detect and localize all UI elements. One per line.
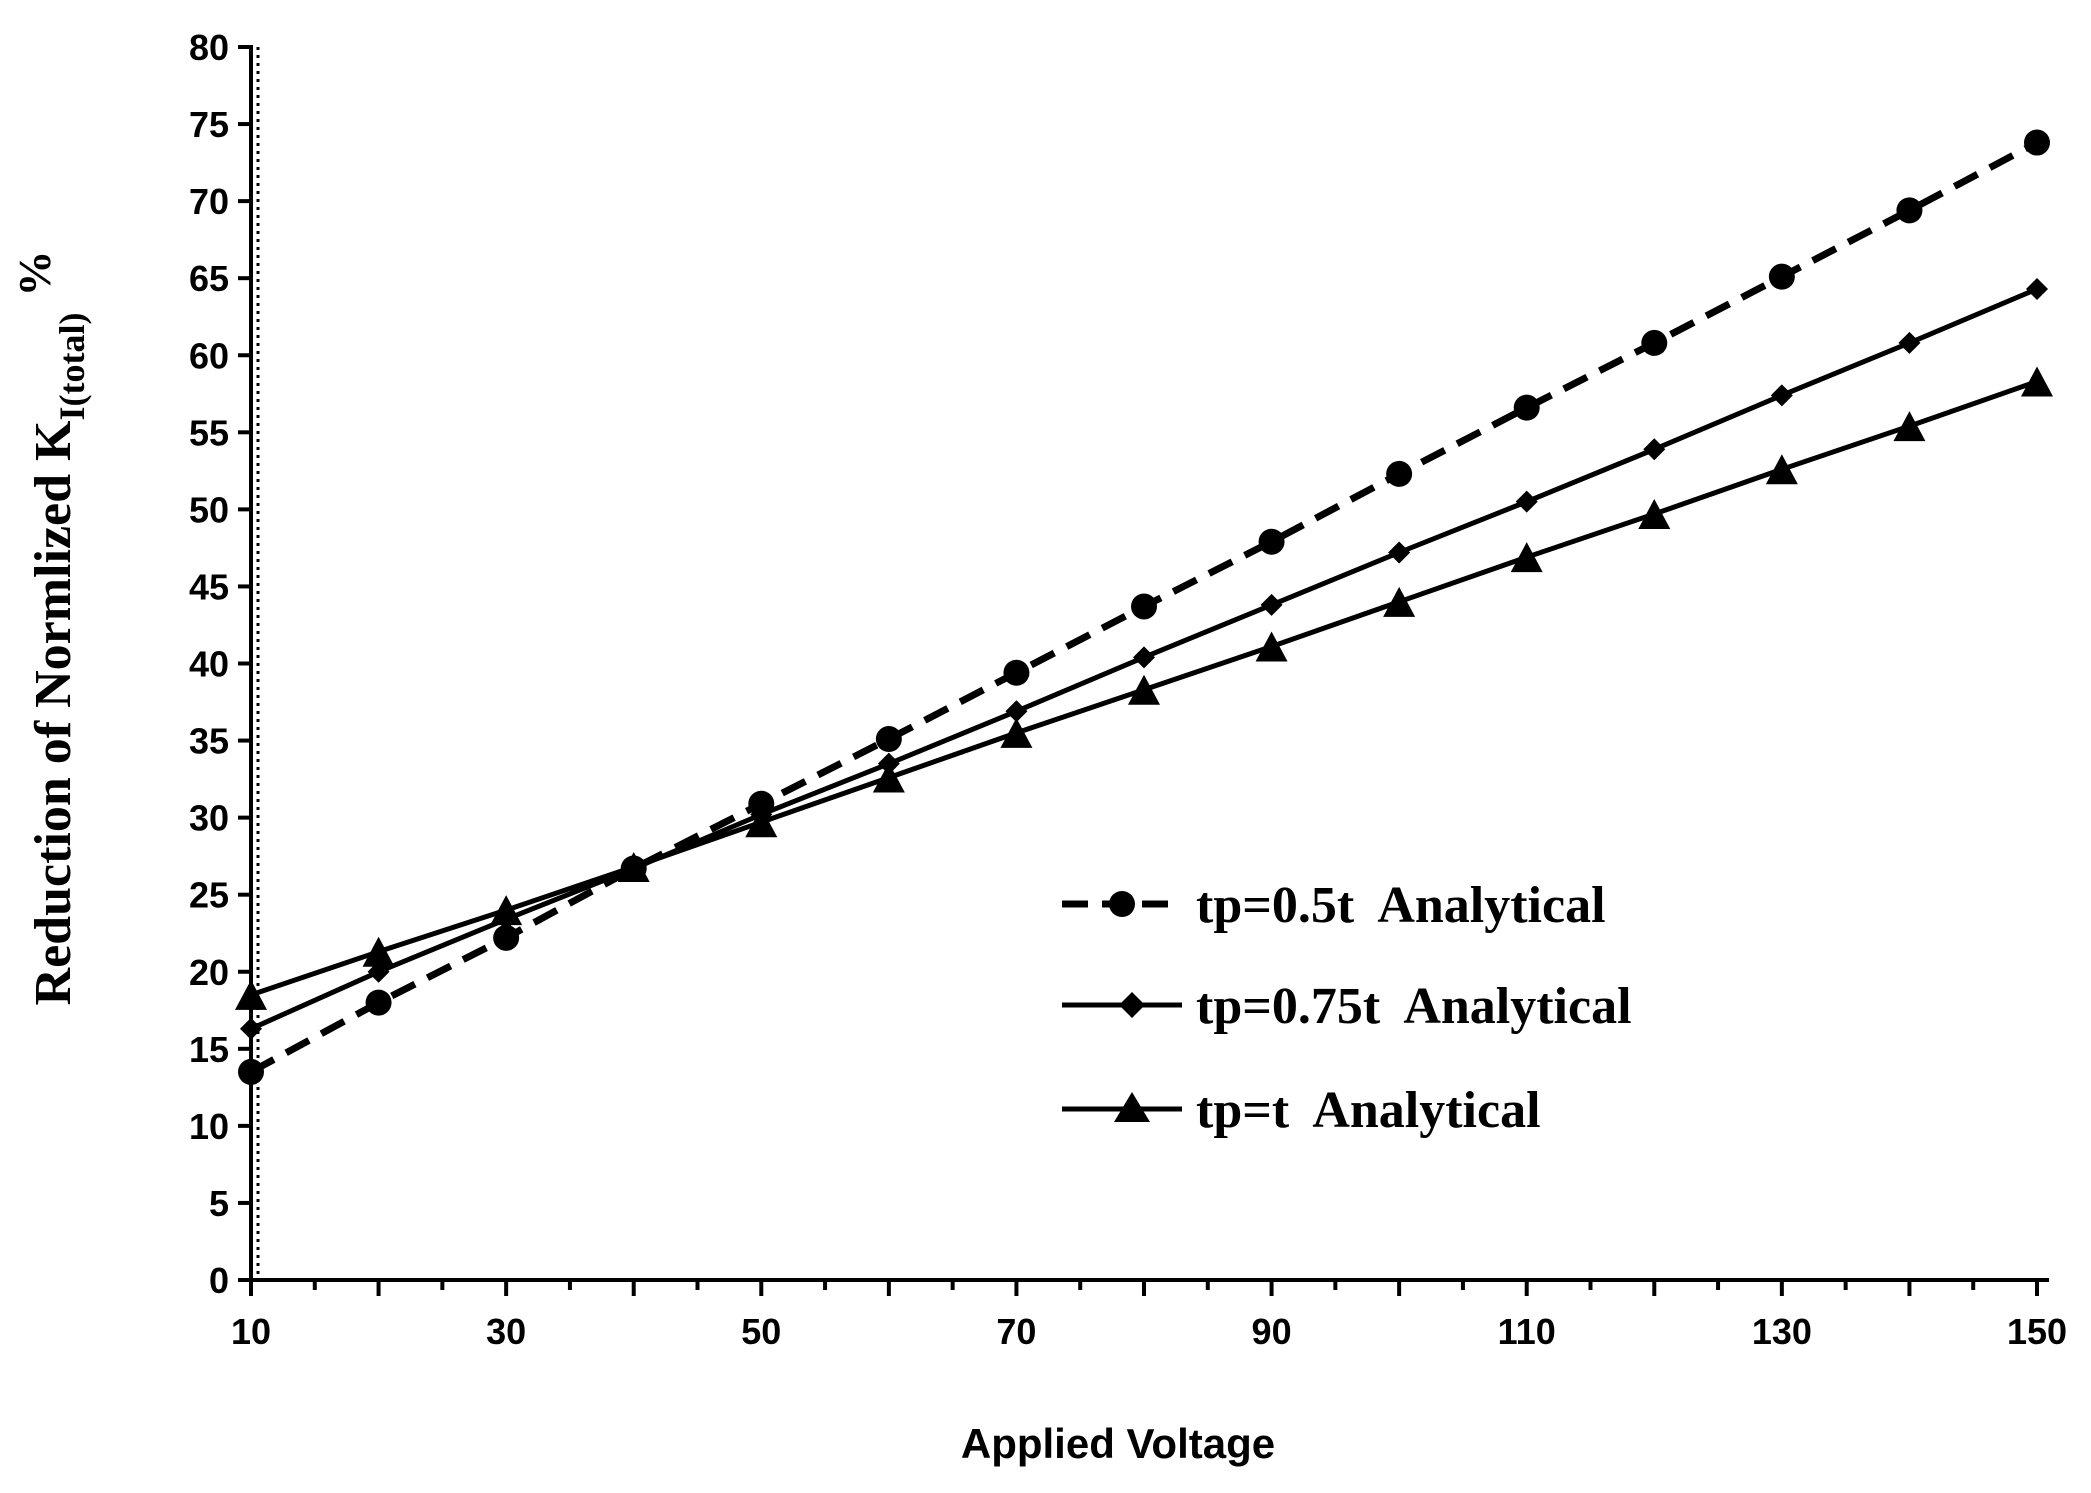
data-point-series-2 — [1005, 700, 1028, 723]
legend-label-series-3: tp=t Analytical — [1196, 1082, 1541, 1139]
data-point-series-1 — [1003, 659, 1030, 686]
data-point-series-3 — [1255, 631, 1288, 662]
y-axis-title: Reduction of Normlized KI(total)% — [9, 251, 92, 1006]
y-tick-label: 65 — [189, 258, 229, 299]
data-point-series-2 — [1388, 541, 1411, 564]
y-tick-label: 80 — [189, 27, 229, 68]
x-tick-label: 70 — [996, 1311, 1036, 1352]
y-tick-label: 45 — [189, 566, 229, 607]
data-point-series-3 — [1128, 674, 1160, 705]
y-axis-title-main: Reduction of Normlized K — [25, 420, 82, 1005]
y-tick-label: 30 — [189, 798, 229, 839]
x-tick-label: 10 — [231, 1311, 271, 1352]
data-point-series-3 — [1765, 454, 1798, 485]
data-point-series-3 — [872, 762, 905, 793]
legend-marker-series-1 — [1109, 891, 1135, 917]
x-tick-label: 30 — [486, 1311, 526, 1352]
data-point-series-3 — [1000, 717, 1033, 748]
data-point-series-1 — [1768, 263, 1795, 290]
data-point-series-2 — [1770, 384, 1793, 407]
x-tick-label: 110 — [1498, 1311, 1556, 1352]
legend-label-series-1: tp=0.5t Analytical — [1196, 877, 1606, 934]
data-point-series-3 — [235, 979, 267, 1010]
y-tick-label: 75 — [189, 104, 229, 145]
data-point-series-1 — [1386, 460, 1413, 487]
data-point-series-3 — [617, 851, 650, 882]
data-point-series-2 — [1515, 490, 1538, 513]
data-point-series-3 — [2021, 366, 2053, 397]
data-point-series-2 — [1898, 331, 1921, 354]
tick-labels: 0 5 10 15 20 25 30 35 40 45 50 55 60 65 70 75 80 10 30 50 70… — [189, 27, 2067, 1352]
y-tick-label: 55 — [189, 412, 229, 453]
y-axis-title-suffix: % — [9, 251, 60, 297]
data-point-series-1 — [365, 989, 392, 1016]
y-tick-label: 60 — [189, 335, 229, 376]
y-tick-label: 35 — [189, 721, 229, 762]
data-point-series-3 — [1510, 542, 1543, 573]
legend-marker-series-2 — [1119, 992, 1145, 1018]
x-tick-label: 150 — [2007, 1311, 2067, 1352]
data-point-series-3 — [1893, 411, 1926, 442]
data-point-series-1 — [1896, 197, 1923, 224]
data-point-series-3 — [490, 895, 523, 926]
data-point-series-1 — [1513, 394, 1540, 421]
marker-layer — [235, 129, 2053, 1085]
y-tick-label: 40 — [189, 644, 229, 685]
y-tick-label: 70 — [189, 181, 229, 222]
y-tick-label: 25 — [189, 875, 229, 916]
data-point-series-3 — [745, 807, 778, 838]
data-point-series-2 — [1260, 593, 1283, 616]
legend-label-series-2: tp=0.75t Analytical — [1196, 978, 1632, 1035]
data-point-series-1 — [2024, 129, 2050, 156]
data-point-series-3 — [1383, 586, 1416, 617]
y-axis-title-subscript: I(total) — [52, 313, 92, 421]
data-point-series-2 — [1643, 438, 1666, 461]
data-point-series-1 — [493, 924, 520, 951]
y-tick-label: 5 — [209, 1183, 229, 1224]
data-point-series-2 — [1133, 646, 1155, 669]
legend: tp=0.5t Analytical tp=0.75t Analytical t… — [1062, 877, 1632, 1139]
data-point-series-1 — [1641, 329, 1668, 356]
data-point-series-2 — [2026, 277, 2048, 300]
data-point-series-3 — [362, 936, 395, 967]
data-point-series-1 — [1258, 528, 1285, 555]
data-point-series-3 — [1638, 498, 1671, 529]
y-tick-label: 20 — [189, 952, 229, 993]
data-point-series-1 — [1131, 593, 1157, 620]
data-point-series-2 — [240, 1017, 262, 1040]
y-tick-label: 50 — [189, 489, 229, 530]
x-tick-label: 50 — [741, 1311, 781, 1352]
x-axis-title: Applied Voltage — [961, 1420, 1275, 1467]
data-point-series-1 — [875, 726, 902, 753]
y-tick-label: 15 — [189, 1029, 229, 1070]
x-tick-label: 90 — [1252, 1311, 1292, 1352]
y-tick-label: 10 — [189, 1106, 229, 1147]
y-tick-label: 0 — [209, 1260, 229, 1301]
legend-marker-series-3 — [1114, 1092, 1150, 1122]
x-tick-label: 130 — [1752, 1311, 1812, 1352]
data-point-series-1 — [238, 1058, 264, 1085]
